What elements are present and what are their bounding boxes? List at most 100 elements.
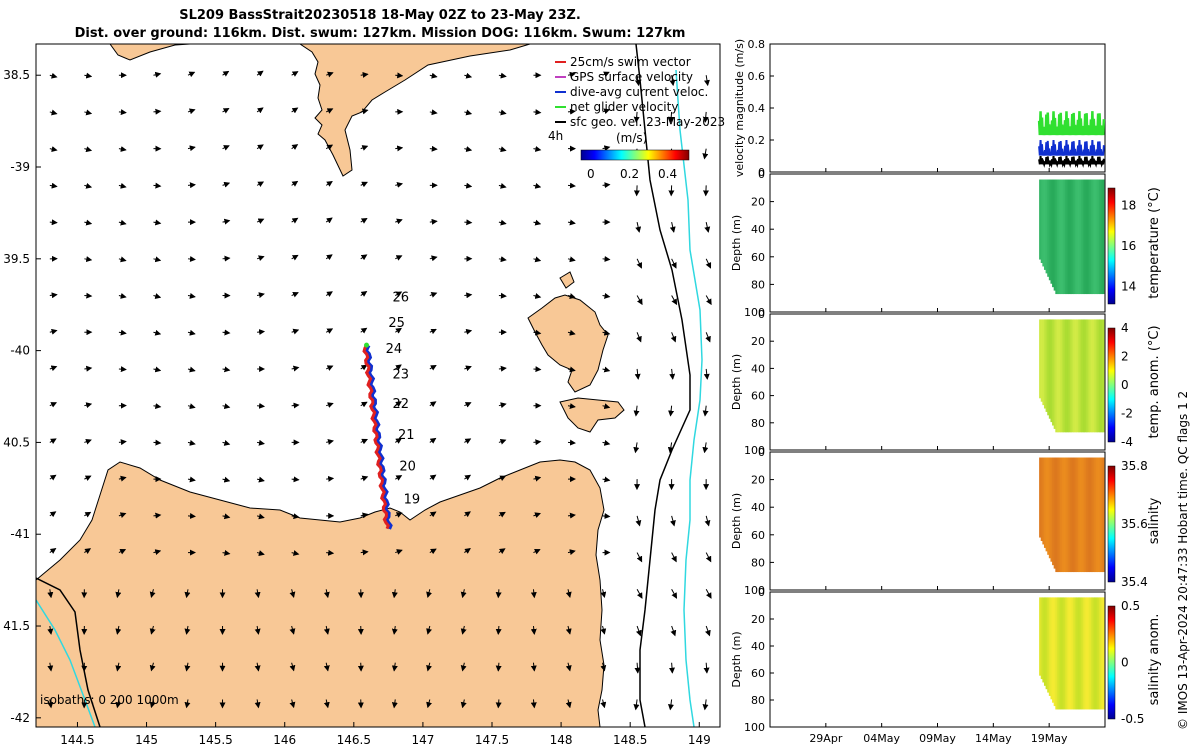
current-arrow bbox=[703, 75, 710, 87]
current-arrow bbox=[704, 515, 711, 527]
current-arrow bbox=[426, 589, 432, 599]
current-arrow bbox=[636, 552, 643, 563]
current-arrow bbox=[254, 662, 261, 672]
salinity-anomaly-colorbar bbox=[1107, 605, 1116, 720]
current-arrow bbox=[118, 256, 127, 263]
current-arrow bbox=[153, 439, 162, 446]
map-legend: 25cm/s swim vector GPS surface velocity … bbox=[548, 55, 725, 181]
salinity-anomaly-cell bbox=[1069, 597, 1072, 710]
current-arrow bbox=[325, 217, 333, 224]
temperature-cell bbox=[1089, 179, 1092, 295]
current-arrow bbox=[395, 72, 404, 79]
temp-anomaly-ytick: 20 bbox=[751, 335, 765, 348]
current-arrow bbox=[429, 328, 438, 335]
current-arrow bbox=[498, 475, 507, 481]
temp-anomaly-cell bbox=[1089, 319, 1092, 433]
current-arrow bbox=[84, 402, 93, 409]
salinity-anomaly-cell bbox=[1099, 597, 1102, 710]
temperature-cell bbox=[1063, 179, 1066, 295]
current-arrow bbox=[669, 662, 675, 674]
isobath-legend: isobaths: 0 200 1000m bbox=[40, 693, 179, 707]
salinity-cell bbox=[1060, 457, 1063, 573]
current-arrow bbox=[464, 511, 471, 518]
current-arrow bbox=[464, 182, 473, 189]
salinity-anomaly-ytick: 40 bbox=[751, 640, 765, 653]
current-arrow bbox=[702, 111, 709, 123]
current-arrow bbox=[635, 625, 642, 637]
current-arrow bbox=[115, 589, 122, 599]
current-arrow bbox=[49, 146, 58, 153]
current-arrow bbox=[464, 548, 471, 554]
current-arrow bbox=[670, 515, 676, 527]
current-arrow bbox=[530, 662, 537, 672]
current-arrow bbox=[464, 365, 472, 372]
current-arrow bbox=[498, 548, 506, 554]
temperature-cell bbox=[1069, 179, 1072, 295]
current-arrow bbox=[429, 218, 438, 225]
temp-anomaly-cell bbox=[1099, 319, 1102, 433]
current-arrow bbox=[602, 366, 611, 373]
current-arrow bbox=[256, 550, 265, 556]
current-arrow bbox=[222, 329, 231, 336]
current-arrow bbox=[257, 329, 266, 336]
current-arrow bbox=[565, 625, 572, 635]
temp-anomaly-cell bbox=[1084, 319, 1087, 433]
current-arrow bbox=[704, 221, 711, 233]
current-arrow bbox=[636, 258, 642, 269]
current-arrow bbox=[602, 439, 611, 446]
current-arrow bbox=[530, 625, 537, 635]
current-arrow bbox=[256, 181, 265, 188]
current-arrow bbox=[429, 474, 437, 481]
current-arrow bbox=[325, 144, 334, 151]
salinity-anomaly-cell bbox=[1040, 597, 1043, 680]
current-arrow bbox=[602, 256, 611, 262]
temperature-cell bbox=[1092, 179, 1095, 295]
salinity-cell bbox=[1076, 457, 1079, 573]
salinity-anomaly-cb-tick: 0 bbox=[1121, 656, 1129, 670]
salinity-cell bbox=[1073, 457, 1076, 573]
velocity-ytick: 0.4 bbox=[748, 102, 766, 115]
time-tick-label: 04May bbox=[863, 732, 900, 745]
current-arrow bbox=[464, 292, 473, 299]
temp-anomaly-ylabel: Depth (m) bbox=[730, 354, 743, 410]
current-arrow bbox=[567, 108, 576, 115]
current-arrow bbox=[634, 662, 641, 674]
map-ytick-label: -39 bbox=[10, 160, 30, 174]
salinity-ytick: 100 bbox=[744, 584, 765, 597]
day-labels: 26 25 24 23 22 21 20 19 bbox=[386, 290, 421, 507]
salinity-cell bbox=[1052, 457, 1055, 566]
current-arrow bbox=[602, 329, 611, 336]
temperature-cell bbox=[1079, 179, 1082, 295]
map-xtick-label: 145.5 bbox=[198, 733, 232, 747]
current-arrow bbox=[600, 662, 607, 672]
time-tick-label: 19May bbox=[1031, 732, 1068, 745]
current-arrow bbox=[222, 366, 231, 373]
current-arrow bbox=[149, 662, 156, 672]
salinity-anomaly-cell bbox=[1089, 597, 1092, 710]
salinity-anomaly-cell bbox=[1065, 597, 1068, 710]
salinity-anomaly-ytick: 20 bbox=[751, 613, 765, 626]
temperature-ytick: 60 bbox=[751, 251, 765, 264]
current-arrow bbox=[49, 402, 58, 408]
current-arrow bbox=[567, 329, 576, 336]
current-arrow bbox=[533, 109, 542, 116]
land-tasmania bbox=[36, 459, 605, 727]
temp-anomaly-cell bbox=[1082, 319, 1085, 433]
current-arrow bbox=[360, 254, 368, 261]
temperature-cell bbox=[1071, 179, 1074, 295]
map-ytick-label: 41.5 bbox=[3, 619, 30, 633]
chart-title-line2: Dist. over ground: 116km. Dist. swum: 12… bbox=[74, 26, 686, 41]
temperature-cell bbox=[1039, 179, 1042, 260]
salinity-cell bbox=[1043, 457, 1047, 548]
current-arrow bbox=[426, 699, 432, 709]
current-arrow bbox=[429, 364, 437, 371]
current-arrow bbox=[153, 182, 162, 189]
current-arrow bbox=[184, 662, 191, 672]
current-arrow bbox=[291, 180, 299, 187]
colorbar-tick-0.4: 0.4 bbox=[658, 167, 677, 181]
temp-anomaly-cell bbox=[1069, 319, 1072, 433]
current-arrow bbox=[360, 108, 369, 115]
temperature-cell bbox=[1052, 179, 1055, 288]
current-arrow bbox=[256, 70, 264, 77]
